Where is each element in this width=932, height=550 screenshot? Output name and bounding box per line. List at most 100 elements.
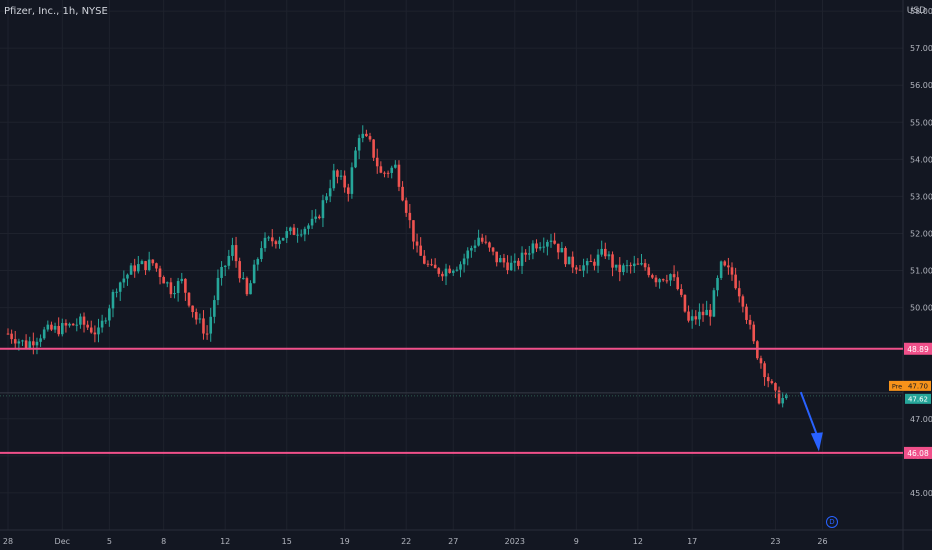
pre-price-label: 47.70: [908, 382, 928, 390]
candle-body: [375, 157, 379, 167]
candle-body: [64, 323, 68, 326]
candle-body: [531, 243, 535, 254]
candle-body: [426, 263, 430, 265]
candle-body: [209, 316, 213, 334]
candle-body: [723, 261, 727, 266]
candle-body: [433, 264, 437, 269]
candle-body: [104, 320, 108, 322]
candle-body: [727, 265, 730, 268]
y-tick-label: 51.00: [910, 267, 932, 276]
candle-body: [129, 265, 133, 275]
candle-body: [46, 324, 50, 330]
candle-body: [553, 240, 556, 244]
candle-body: [397, 164, 401, 187]
candle-body: [328, 188, 332, 197]
candle-body: [636, 263, 640, 265]
candle-body: [274, 241, 278, 245]
candle-body: [517, 260, 520, 266]
candle-body: [318, 216, 321, 219]
candle-body: [408, 212, 412, 221]
candle-body: [415, 241, 419, 246]
candle-body: [303, 228, 307, 235]
candle-body: [785, 394, 788, 399]
candle-body: [53, 325, 57, 330]
candle-body: [242, 278, 245, 280]
candle-body: [281, 237, 285, 241]
candle-body: [115, 291, 118, 293]
candle-body: [585, 261, 589, 266]
x-tick-label: 22: [401, 537, 411, 546]
dividend-event-icon[interactable]: D: [826, 516, 838, 528]
y-tick-label: 56.00: [910, 81, 932, 90]
candle-body: [339, 175, 343, 177]
candle-body: [748, 319, 752, 325]
x-tick-label: 8: [161, 537, 166, 546]
candle-body: [423, 255, 426, 264]
candle-body: [618, 264, 622, 273]
candle-body: [82, 316, 86, 325]
candle-body: [770, 381, 774, 384]
level-price-label: 48.89: [907, 345, 929, 354]
candle-body: [712, 290, 716, 317]
candle-body: [133, 265, 136, 272]
candle-body: [144, 261, 147, 271]
candle-body: [477, 237, 480, 246]
candle-body: [285, 231, 289, 238]
candle-body: [622, 265, 625, 273]
candle-body: [325, 196, 328, 201]
candle-body: [394, 164, 397, 168]
candle-body: [187, 292, 191, 306]
candle-body: [256, 259, 260, 265]
candle-body: [184, 278, 187, 293]
candle-body: [774, 383, 777, 391]
candle-body: [68, 323, 71, 326]
y-tick-label: 47.00: [910, 415, 932, 424]
candle-body: [245, 278, 249, 295]
candle-body: [560, 247, 564, 253]
candle-body: [180, 278, 184, 282]
x-tick-label: 23: [770, 537, 780, 546]
candle-body: [379, 166, 383, 173]
candle-body: [28, 341, 32, 349]
candle-body: [571, 256, 575, 268]
candle-body: [350, 167, 354, 194]
symbol-title[interactable]: Pfizer, Inc., 1h, NYSE: [4, 6, 108, 17]
candle-body: [223, 265, 227, 267]
candle-body: [444, 268, 448, 277]
candle-body: [520, 252, 524, 266]
candle-body: [462, 258, 466, 265]
candle-body: [593, 261, 596, 266]
y-tick-label: 58.00: [910, 7, 932, 16]
candle-body: [401, 186, 404, 201]
candle-body: [473, 245, 477, 249]
candle-body: [404, 200, 408, 213]
candle-body: [296, 234, 299, 236]
candle-body: [455, 269, 459, 271]
candle-body: [108, 308, 111, 321]
pre-price-tag: [905, 380, 931, 391]
arrow-shaft: [799, 391, 819, 438]
candle-body: [448, 268, 451, 273]
candle-body: [647, 267, 651, 276]
y-tick-label: 54.00: [910, 155, 932, 164]
candle-body: [629, 265, 632, 267]
candle-body: [470, 248, 473, 251]
candle-body: [278, 240, 281, 245]
y-tick-label: 50.00: [910, 304, 932, 313]
candle-body: [480, 237, 484, 242]
candle-body: [676, 277, 679, 290]
candle-body: [292, 227, 296, 235]
candle-body: [263, 237, 267, 249]
candle-body: [198, 318, 202, 320]
last-price-tag: [905, 393, 931, 404]
candle-body: [607, 254, 611, 257]
candle-body: [600, 248, 603, 255]
candle-body: [162, 277, 165, 284]
candle-body: [6, 333, 10, 335]
candle-body: [354, 150, 357, 168]
candle-body: [227, 255, 231, 266]
level-price-tag: [904, 446, 932, 459]
candle-body: [459, 264, 462, 270]
candle-body: [61, 323, 64, 335]
